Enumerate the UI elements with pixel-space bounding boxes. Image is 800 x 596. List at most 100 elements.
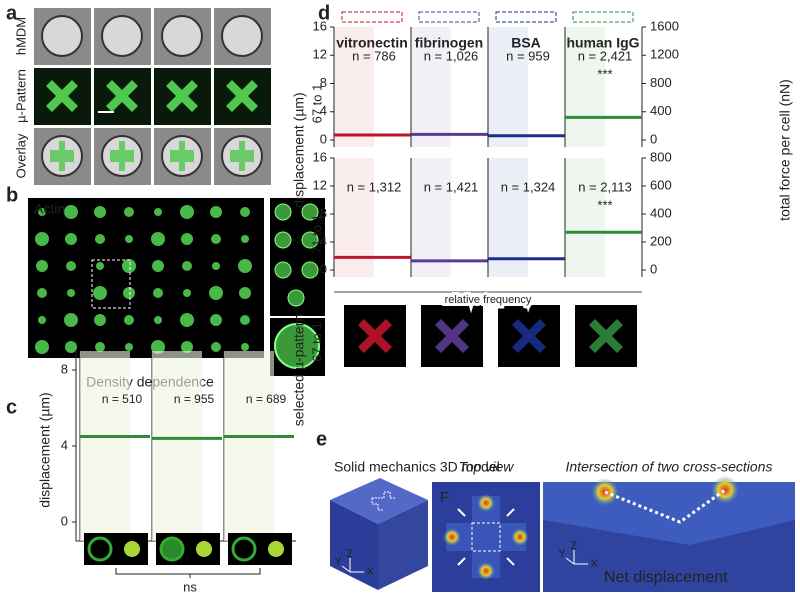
pattern [231, 536, 257, 562]
label: n = 1,026 [424, 48, 479, 63]
label: n = 689 [246, 392, 287, 406]
cell [124, 207, 134, 217]
cell [65, 233, 77, 245]
cell [125, 235, 133, 243]
label: Net displacement [604, 569, 728, 586]
top-view [432, 482, 540, 592]
cell [210, 206, 222, 218]
cell [66, 261, 76, 271]
cell [211, 234, 221, 244]
cell [41, 15, 83, 57]
cell [301, 261, 319, 279]
cell [95, 234, 105, 244]
label: hMDM [13, 17, 28, 55]
cell [101, 15, 143, 57]
label: Top view [459, 459, 515, 475]
cell [154, 208, 162, 216]
label: n = 2,113 [578, 179, 632, 194]
label: n = 959 [506, 48, 550, 63]
label: Y [558, 548, 566, 560]
label: ns [183, 579, 197, 594]
cell [125, 343, 133, 351]
label: BSA [511, 35, 541, 51]
label: 67 to 1 [309, 322, 324, 362]
cell [154, 316, 162, 324]
y-tick-label: 4 [320, 103, 327, 118]
label: displacement (µm) [37, 392, 53, 507]
hist-fill [565, 158, 605, 277]
label: e [316, 428, 327, 450]
y2-tick-label: 0 [650, 261, 657, 276]
hist-fill [334, 158, 374, 277]
label: fibrinogen [415, 35, 483, 51]
pattern-cross [226, 80, 258, 112]
label: Z [571, 540, 578, 552]
pattern-cross [46, 80, 78, 112]
y2-tick-label: 600 [650, 177, 672, 192]
label: Overlay [13, 133, 28, 178]
cell [124, 315, 134, 325]
cell [241, 235, 249, 243]
hist-fill [152, 351, 202, 541]
cell [96, 262, 104, 270]
cell [124, 541, 140, 557]
cell [64, 205, 78, 219]
cell [241, 343, 249, 351]
cell [65, 341, 77, 353]
cell [94, 206, 106, 218]
cell [240, 207, 250, 217]
zoom-box [91, 259, 131, 309]
label: vitronectin [336, 35, 408, 51]
cell [180, 313, 194, 327]
label: n = 786 [352, 48, 396, 63]
cell [183, 289, 191, 297]
cell [268, 541, 284, 557]
label: Z [347, 548, 354, 560]
y2-tick-label: 800 [650, 75, 672, 90]
label: 67 to 1 [309, 84, 324, 124]
axes-icon [341, 558, 364, 573]
cell [287, 289, 305, 307]
pattern-cross [435, 319, 469, 353]
y2-tick-label: 400 [650, 205, 672, 220]
pattern-cross [106, 80, 138, 112]
pattern-cross [50, 141, 74, 171]
label: X [366, 566, 374, 578]
cell [240, 315, 250, 325]
y2-tick-label: 200 [650, 233, 672, 248]
label: 8 [61, 361, 68, 376]
label: human IgG [566, 35, 639, 51]
hist-fill [565, 27, 605, 148]
cell [239, 287, 251, 299]
label: n = 1,421 [424, 179, 479, 194]
y-tick-label: 16 [313, 18, 327, 33]
cell [161, 15, 203, 57]
label: n = 510 [102, 392, 143, 406]
label: µ-Pattern [13, 69, 28, 123]
label: a [6, 2, 18, 24]
cell [94, 314, 106, 326]
cell [274, 231, 292, 249]
label: *** [597, 66, 612, 81]
y-tick-label: 0 [320, 261, 327, 276]
cell [37, 288, 47, 298]
y2-tick-label: 400 [650, 103, 672, 118]
pattern [159, 536, 185, 562]
cell [35, 340, 49, 354]
molecule-icon [341, 11, 403, 23]
cell [212, 262, 220, 270]
hist-fill [80, 351, 130, 541]
cell [211, 342, 221, 352]
molecule-icon [418, 11, 480, 23]
hist-fill [488, 158, 528, 277]
label: b [6, 184, 18, 206]
label: total force per cell (nN) [777, 79, 793, 221]
pattern-cross [166, 80, 198, 112]
cell [122, 259, 136, 273]
bracket [115, 568, 261, 578]
hist-fill [411, 27, 451, 148]
cell [95, 342, 105, 352]
label: F [440, 489, 449, 506]
label: Solid mechanics 3D model [334, 459, 500, 475]
cell [64, 313, 78, 327]
